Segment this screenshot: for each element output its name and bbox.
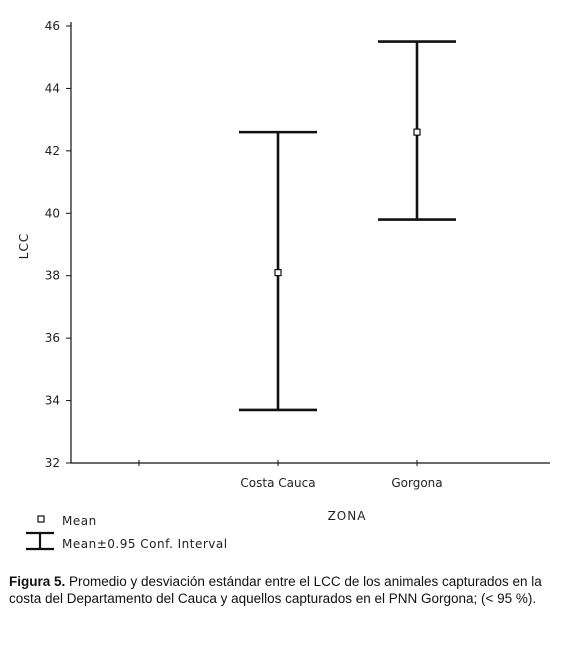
- legend: Mean Mean±0.95 Conf. Interval: [26, 514, 228, 551]
- mean-marker: [274, 268, 282, 277]
- x-axis-ticks: Costa Cauca Gorgona: [138, 460, 443, 490]
- y-tick-label: 34: [45, 394, 60, 408]
- legend-mean-label: Mean: [62, 514, 97, 528]
- caption-text: Promedio y desviación estándar entre el …: [9, 574, 542, 606]
- x-tick-label: Costa Cauca: [240, 476, 315, 490]
- y-tick-label: 42: [45, 144, 60, 158]
- y-axis-ticks: 32 34 36 38 40 42 44 46: [45, 19, 71, 470]
- error-bars: [239, 40, 456, 412]
- x-tick-label: Gorgona: [391, 476, 442, 490]
- x-axis-title: ZONA: [328, 509, 367, 523]
- axes: [70, 22, 550, 464]
- legend-interval-label: Mean±0.95 Conf. Interval: [62, 537, 228, 551]
- y-tick-label: 44: [45, 81, 60, 95]
- caption-label: Figura 5.: [9, 574, 66, 589]
- y-axis-title: LCC: [17, 233, 31, 259]
- y-tick-label: 32: [45, 456, 60, 470]
- y-tick-label: 40: [45, 206, 60, 220]
- mean-marker: [413, 128, 421, 136]
- y-tick-label: 36: [45, 331, 60, 345]
- y-tick-label: 38: [45, 269, 60, 283]
- figure-caption: Figura 5. Promedio y desviación estándar…: [9, 573, 557, 607]
- legend-mean-symbol: [37, 515, 45, 523]
- y-tick-label: 46: [45, 19, 60, 33]
- legend-interval-symbol: [26, 531, 54, 551]
